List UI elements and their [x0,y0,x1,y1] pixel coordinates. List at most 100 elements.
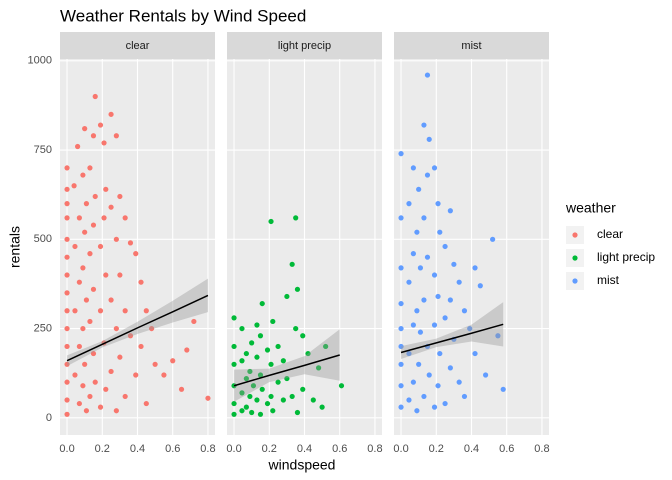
point [410,165,416,171]
point [64,397,70,403]
legend-label: clear [597,227,623,241]
point [406,279,412,285]
point [416,186,422,192]
point [447,365,453,371]
point [495,333,501,339]
fit-line [400,323,504,354]
point [71,183,77,189]
point [437,350,443,357]
point [64,254,70,260]
point [231,343,237,350]
point [64,343,70,350]
point [268,393,274,400]
y-axis-title: rentals [7,226,23,268]
point [113,408,119,414]
point [431,322,438,328]
point [243,404,249,410]
point [257,372,264,378]
point [249,409,255,416]
point [148,325,155,332]
point [406,350,412,357]
point [87,393,93,400]
point [122,308,128,314]
point [310,397,316,403]
point [259,386,265,392]
point [92,379,98,385]
point [472,350,478,357]
x-tick-label: 0.0 [393,443,408,455]
fit-line [66,294,209,362]
point [398,151,404,157]
point [424,172,431,178]
point [315,365,322,371]
strip-label: light precip [278,40,331,52]
point [435,383,441,389]
point [435,293,441,300]
point [406,201,412,207]
point [191,318,197,325]
point [231,411,237,417]
point [398,300,404,307]
point [270,408,276,414]
point [108,368,114,375]
point [75,143,81,150]
legend-marker [572,278,578,284]
point [103,186,109,192]
point [231,315,237,321]
point [319,404,325,410]
point [442,400,448,407]
point [249,340,255,346]
point [108,204,114,210]
point [264,400,271,407]
point [305,350,311,357]
point [138,279,144,285]
point [138,343,144,350]
x-axis-title: windspeed [268,457,336,473]
point [64,186,70,192]
point [447,208,453,214]
point [231,383,237,389]
point [442,315,448,321]
point [447,297,453,303]
point [338,383,345,389]
point [103,386,109,392]
point [293,215,299,221]
x-tick-label: 0.2 [95,443,110,455]
point [64,308,70,314]
point [410,322,416,328]
x-tick-label: 0.4 [464,443,479,455]
point [239,358,245,364]
point [421,122,427,128]
point [64,236,70,242]
point [76,215,82,221]
point [83,297,90,303]
point [143,308,149,314]
point [467,325,473,332]
point [127,240,134,246]
point [87,251,93,257]
point [268,218,274,225]
y-tick-label: 250 [34,322,52,334]
point [456,279,462,285]
point [80,265,86,271]
point [421,297,427,303]
point [82,361,88,367]
point [113,236,119,242]
legend-label: mist [597,273,620,287]
point [416,361,422,367]
point [500,386,506,392]
legend-title: weather [565,200,616,216]
fit-line [233,354,340,387]
point [87,318,93,325]
point [490,236,496,242]
x-tick-label: 0.4 [297,443,312,455]
point [461,393,468,400]
point [64,325,70,332]
y-tick-label: 500 [34,233,52,245]
point [257,411,264,417]
point [284,293,290,300]
point [239,325,245,332]
point [239,408,245,414]
point [257,333,264,339]
point [270,318,276,325]
